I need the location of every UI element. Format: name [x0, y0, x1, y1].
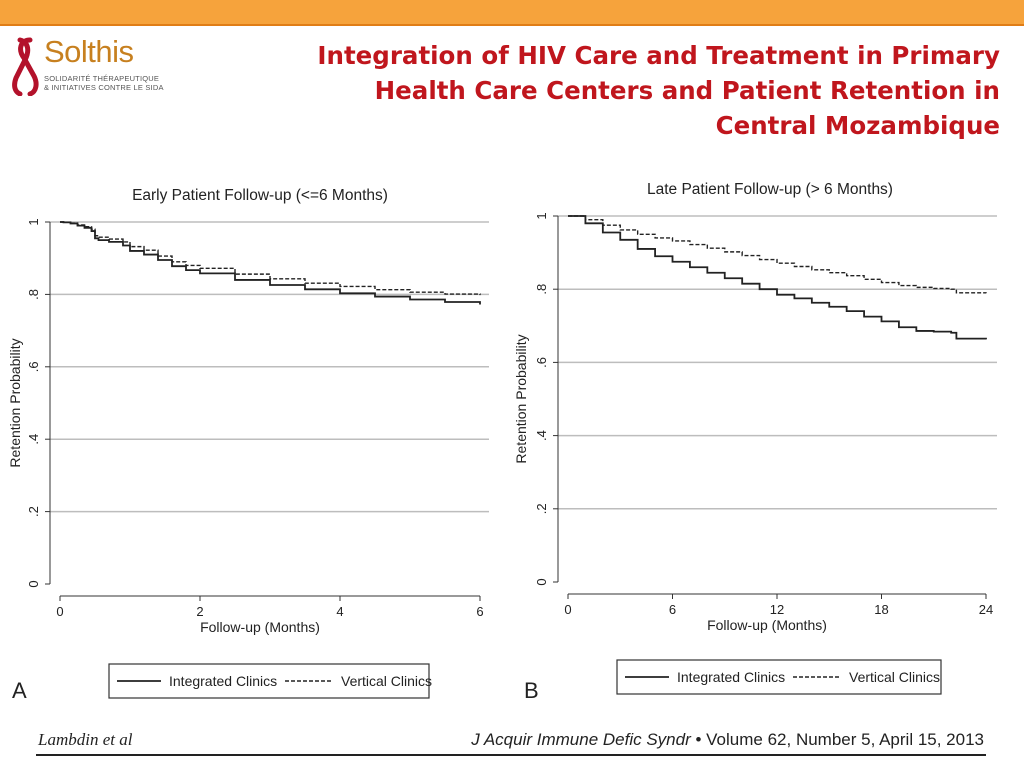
- slide-title-line-2: Health Care Centers and Patient Retentio…: [374, 76, 1000, 105]
- chart-b-x-tick-label: 12: [770, 602, 784, 617]
- chart-a-y-tick-label: .2: [26, 506, 41, 517]
- chart-a-title: Early Patient Follow-up (<=6 Months): [132, 187, 388, 204]
- footer-journal: J Acquir Immune Defic Syndr: [471, 730, 691, 749]
- chart-a-series-integrated: [60, 221, 481, 305]
- chart-b-y-tick-label: .2: [534, 503, 549, 514]
- footer-author: Lambdin et al: [38, 730, 133, 749]
- chart-b-x-tick-label: 18: [874, 602, 888, 617]
- chart-a-y-tick-label: 0: [26, 580, 41, 587]
- chart-b-title: Late Patient Follow-up (> 6 Months): [647, 181, 893, 198]
- chart-a-x-tick-label: 4: [336, 604, 343, 619]
- chart-b-panel-letter: B: [524, 678, 539, 703]
- chart-a-y-tick-label: .8: [26, 289, 41, 300]
- slide-title-line-1: Integration of HIV Care and Treatment in…: [317, 41, 1000, 70]
- chart-b-legend-box: [616, 659, 942, 695]
- footer-details: Volume 62, Number 5, April 15, 2013: [706, 730, 984, 749]
- footer-bullet: •: [690, 730, 707, 749]
- logo-wordmark: Solthis: [44, 34, 134, 69]
- chart-a-x-tick-label: 0: [56, 604, 63, 619]
- chart-a-y-axis-label: Retention Probability: [7, 338, 23, 467]
- chart-b-series-integrated: [568, 215, 987, 340]
- chart-b-x-tick-label: 0: [564, 602, 571, 617]
- logo-tagline-2: & INITIATIVES CONTRE LE SIDA: [44, 83, 164, 92]
- chart-b-y-tick-label: 1: [534, 212, 549, 219]
- chart-a-legend-label-integrated: Integrated Clinics: [169, 673, 277, 689]
- chart-b-y-tick-label: .6: [534, 357, 549, 368]
- chart-b-y-tick-label: .8: [534, 284, 549, 295]
- chart-b-y-axis-label: Retention Probability: [513, 334, 529, 463]
- chart-b-x-tick-label: 24: [979, 602, 993, 617]
- chart-a-y-tick-label: .6: [26, 361, 41, 372]
- chart-a-series-vertical: [60, 221, 481, 296]
- chart-a-y-tick-label: .4: [26, 434, 41, 445]
- chart-a-x-tick-label: 6: [476, 604, 483, 619]
- chart-b-y-tick-label: 0: [534, 578, 549, 585]
- ribbon-icon: [12, 37, 39, 96]
- early-followup-chart: Early Patient Follow-up (<=6 Months) 0 .2.…: [7, 187, 489, 703]
- chart-a-x-tick-label: 2: [196, 604, 203, 619]
- chart-b-legend-label-integrated: Integrated Clinics: [677, 669, 785, 685]
- chart-b-legend-label-vertical: Vertical Clinics: [849, 669, 940, 685]
- logo-tagline-1: SOLIDARITÉ THÉRAPEUTIQUE: [44, 74, 160, 83]
- solthis-logo: Solthis SOLIDARITÉ THÉRAPEUTIQUE & INITI…: [10, 34, 170, 98]
- slide-title: Integration of HIV Care and Treatment in…: [210, 38, 1000, 143]
- chart-a-legend-label-vertical: Vertical Clinics: [341, 673, 432, 689]
- chart-a-x-axis-label: Follow-up (Months): [200, 619, 320, 635]
- footer-citation: J Acquir Immune Defic Syndr • Volume 62,…: [471, 730, 984, 750]
- late-followup-chart: Late Patient Follow-up (> 6 Months) 0 .2 .4…: [513, 181, 997, 703]
- chart-a-y-tick-label: 1: [26, 218, 41, 225]
- slide-title-line-3: Central Mozambique: [715, 111, 1000, 140]
- chart-b-x-tick-label: 6: [669, 602, 676, 617]
- chart-a-panel-letter: A: [12, 678, 27, 703]
- chart-a-legend-box: [108, 663, 430, 699]
- top-accent-bar: [0, 0, 1024, 26]
- chart-b-series-vertical: [568, 215, 987, 294]
- footer-divider: [36, 754, 986, 756]
- chart-b-x-axis-label: Follow-up (Months): [707, 617, 827, 633]
- chart-b-y-tick-label: .4: [534, 430, 549, 441]
